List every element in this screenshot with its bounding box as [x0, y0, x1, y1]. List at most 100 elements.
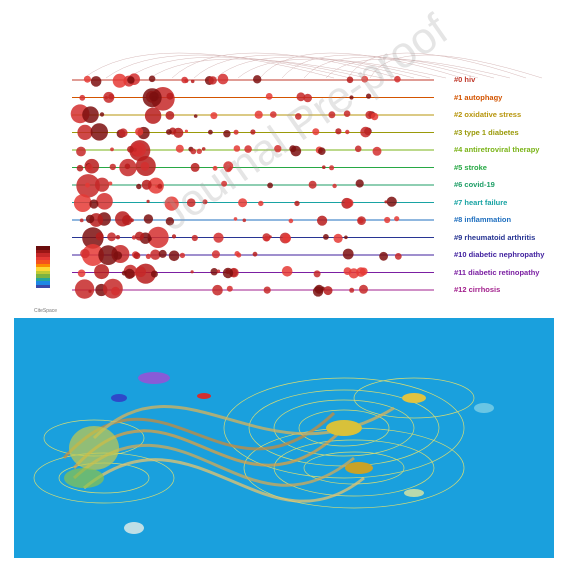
- citation-node: [81, 244, 104, 266]
- legend-color-cell: [36, 274, 50, 278]
- citation-node: [124, 163, 131, 170]
- citation-node: [157, 183, 163, 189]
- citation-node: [131, 142, 147, 157]
- citation-node: [147, 236, 152, 241]
- citation-node: [335, 128, 342, 135]
- citation-arc: [237, 58, 447, 79]
- citation-arc: [347, 52, 527, 79]
- citation-arc: [127, 56, 367, 79]
- citation-node: [296, 92, 306, 102]
- citation-node: [384, 216, 391, 224]
- citation-node: [190, 79, 195, 84]
- citation-node: [349, 95, 354, 100]
- citation-node: [122, 215, 133, 226]
- citation-arc: [215, 56, 431, 79]
- citation-node: [190, 148, 197, 155]
- citation-node: [394, 75, 401, 83]
- cluster-label: #7 heart failure: [454, 197, 508, 207]
- citation-node: [253, 75, 262, 84]
- legend-color-cell: [36, 263, 50, 267]
- citation-node: [250, 129, 256, 135]
- citation-node: [77, 124, 93, 140]
- citation-node: [303, 93, 313, 103]
- citation-node: [366, 93, 372, 99]
- citation-node: [112, 73, 127, 88]
- citation-node: [348, 268, 359, 279]
- citation-node: [83, 75, 91, 83]
- citation-node: [359, 267, 368, 276]
- node-cluster-group: [64, 372, 494, 534]
- citation-node: [90, 76, 102, 87]
- citation-node: [236, 252, 242, 258]
- citation-node: [332, 183, 337, 189]
- citation-node: [77, 269, 86, 278]
- citation-node: [158, 249, 167, 258]
- citation-node: [73, 194, 92, 213]
- legend-color-cell: [36, 277, 50, 281]
- legend-color-cell: [36, 267, 50, 271]
- citation-node: [317, 215, 328, 226]
- citation-node: [360, 126, 371, 138]
- citespace-logo: CiteSpace: [34, 308, 58, 314]
- citation-node: [270, 111, 277, 118]
- citation-node: [140, 161, 150, 171]
- citation-node: [127, 76, 135, 84]
- citation-node: [88, 289, 92, 293]
- cluster-label: #3 type 1 diabetes: [454, 127, 519, 137]
- citation-node: [357, 216, 366, 226]
- citation-node: [223, 130, 231, 138]
- citation-node: [210, 268, 218, 276]
- citation-node: [135, 127, 144, 136]
- citation-node: [267, 182, 273, 189]
- timeline-graph: [70, 52, 543, 299]
- citation-arc: [193, 54, 415, 79]
- citation-node: [370, 112, 379, 121]
- citation-node: [322, 165, 326, 169]
- legend-color-cell: [36, 246, 50, 250]
- citation-node: [217, 73, 229, 85]
- citation-node: [344, 198, 354, 208]
- cluster-label: #12 cirrhosis: [454, 285, 501, 294]
- citation-node: [90, 123, 109, 141]
- citation-node: [342, 248, 354, 260]
- citation-node: [151, 95, 157, 102]
- citation-node: [166, 92, 174, 100]
- citation-node: [144, 107, 162, 124]
- citation-node: [99, 112, 105, 117]
- citation-node: [294, 200, 300, 207]
- citation-node: [290, 145, 302, 157]
- citation-node: [121, 270, 127, 276]
- citation-nodes: [70, 73, 402, 299]
- citation-node: [233, 145, 241, 152]
- citation-node: [333, 233, 343, 243]
- citation-node: [202, 199, 208, 205]
- citation-node: [323, 234, 329, 240]
- citation-node: [132, 147, 137, 152]
- citation-node: [384, 200, 388, 204]
- citation-node: [110, 147, 114, 152]
- citation-node: [355, 179, 364, 188]
- citation-arc: [303, 56, 495, 79]
- citation-node: [314, 284, 324, 294]
- cluster-label: #5 stroke: [454, 162, 487, 172]
- cluster-label: #11 diabetic retinopathy: [454, 267, 540, 277]
- citation-node: [193, 114, 198, 118]
- cluster-label: #2 oxidative stress: [454, 110, 522, 119]
- citation-node: [82, 227, 104, 249]
- timeline-view-panel: #0 hiv #1 autophagy #2 oxidative stress #3 …: [14, 18, 554, 314]
- citation-node: [96, 193, 113, 210]
- citation-node: [359, 284, 368, 294]
- citation-node: [82, 106, 99, 123]
- citation-node: [288, 218, 294, 224]
- citation-node: [171, 234, 177, 239]
- citation-node: [79, 218, 84, 223]
- citation-node: [113, 251, 123, 260]
- cluster-label: #6 covid-19: [454, 180, 495, 189]
- citation-node: [143, 214, 154, 224]
- legend-color-cell: [36, 270, 50, 274]
- citation-node: [372, 146, 382, 156]
- citation-node: [252, 251, 258, 257]
- citation-node: [349, 287, 355, 293]
- citation-node: [173, 127, 184, 138]
- citation-node: [181, 76, 188, 84]
